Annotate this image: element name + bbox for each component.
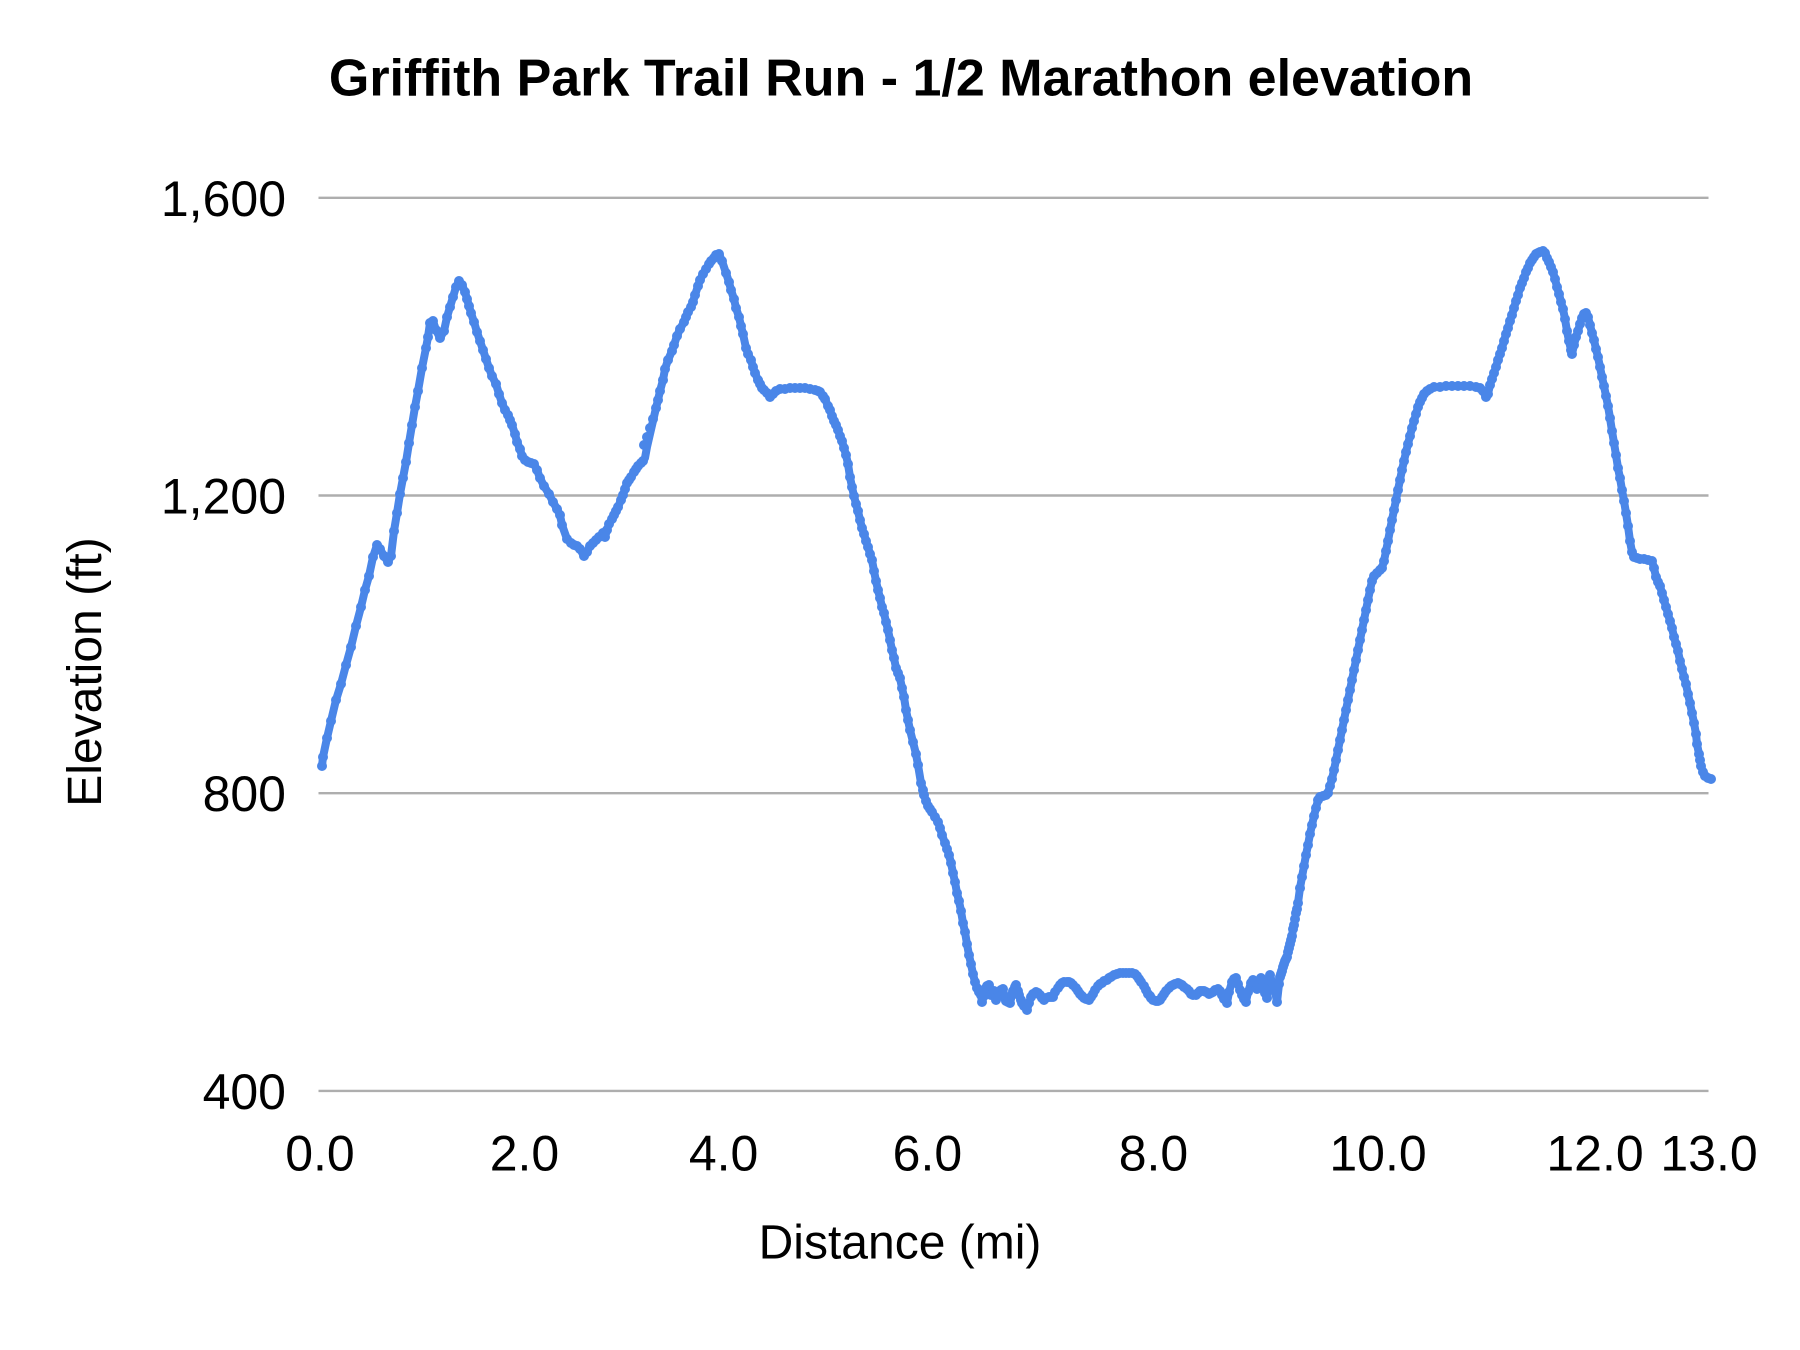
svg-text:4.0: 4.0 — [689, 1126, 759, 1182]
svg-text:6.0: 6.0 — [893, 1126, 963, 1182]
svg-text:1,600: 1,600 — [161, 171, 286, 227]
svg-text:Griffith Park Trail Run - 1/2: Griffith Park Trail Run - 1/2 Marathon e… — [329, 50, 1473, 108]
svg-text:400: 400 — [203, 1064, 286, 1120]
svg-text:13.0: 13.0 — [1660, 1126, 1757, 1182]
svg-text:8.0: 8.0 — [1119, 1126, 1189, 1182]
svg-text:2.0: 2.0 — [490, 1126, 560, 1182]
svg-text:12.0: 12.0 — [1546, 1126, 1643, 1182]
svg-text:Distance (mi): Distance (mi) — [759, 1216, 1042, 1269]
svg-text:0.0: 0.0 — [285, 1126, 355, 1182]
svg-text:Elevation (ft): Elevation (ft) — [59, 537, 112, 806]
svg-text:10.0: 10.0 — [1329, 1126, 1426, 1182]
svg-text:1,200: 1,200 — [161, 469, 286, 525]
svg-text:800: 800 — [203, 766, 286, 822]
